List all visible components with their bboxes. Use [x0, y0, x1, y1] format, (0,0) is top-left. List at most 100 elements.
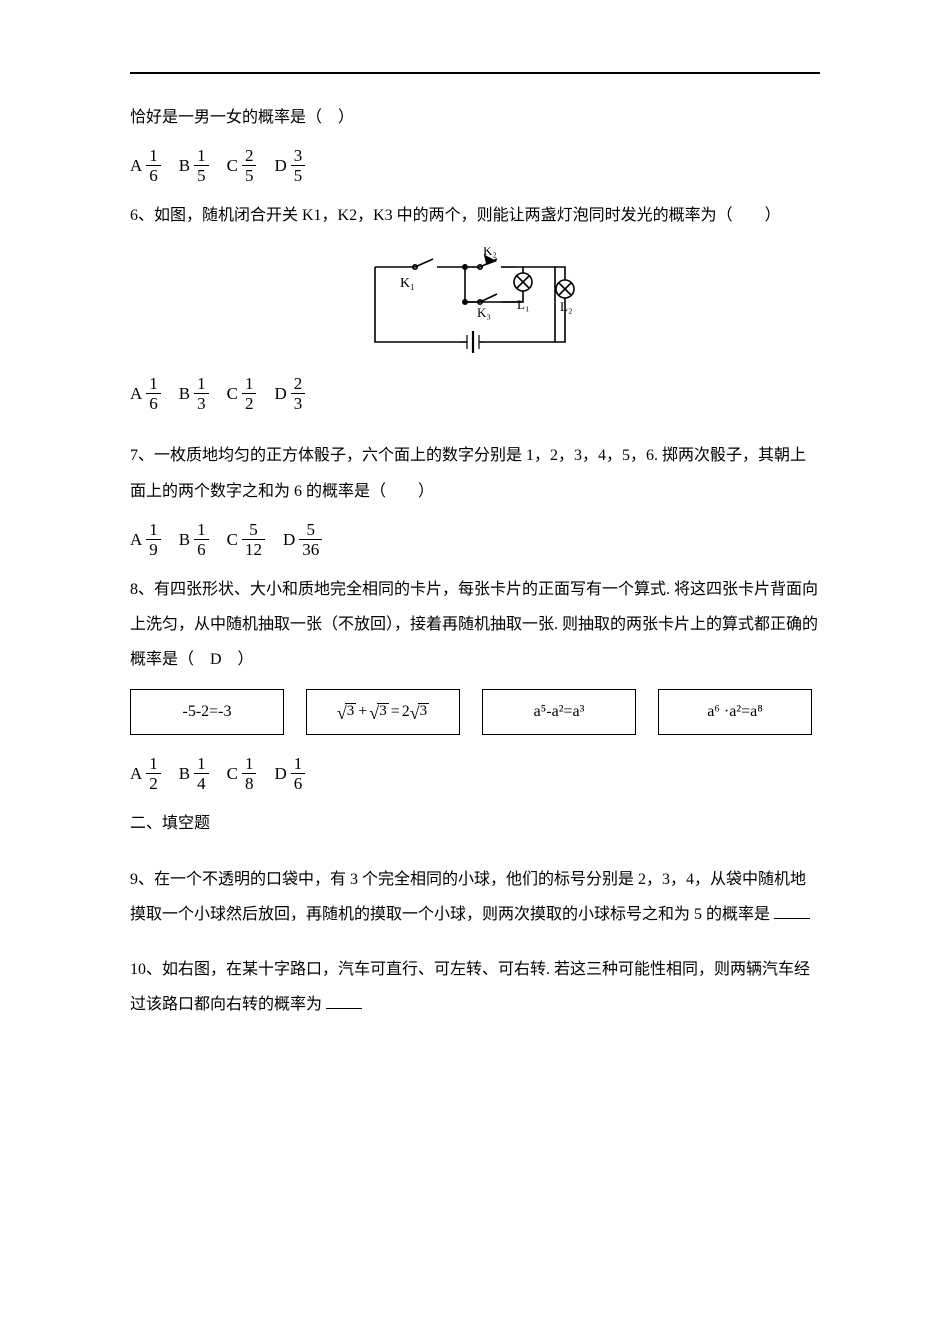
option-label: D — [274, 761, 286, 787]
denominator: 6 — [146, 165, 161, 184]
fraction: 2 3 — [291, 375, 306, 412]
fraction: 5 12 — [242, 521, 265, 558]
denominator: 6 — [291, 773, 306, 792]
card-4: a⁶ ·a²=a⁸ — [658, 689, 812, 735]
q10: 10、如右图，在某十字路口，汽车可直行、可左转、可右转. 若这三种可能性相同，则… — [130, 952, 820, 1022]
q5-option-b: B 1 5 — [179, 147, 209, 184]
option-label: A — [130, 153, 142, 179]
denominator: 8 — [242, 773, 257, 792]
page: 恰好是一男一女的概率是（ ） A 1 6 B 1 5 C 2 — [0, 0, 950, 1344]
numerator: 1 — [291, 755, 306, 773]
q8-options: A 1 2 B 1 4 C 1 8 D — [130, 755, 820, 792]
sqrt-icon: √3 — [410, 703, 429, 721]
option-label: B — [179, 761, 190, 787]
option-label: C — [227, 527, 238, 553]
denominator: 5 — [242, 165, 257, 184]
fraction: 1 6 — [146, 147, 161, 184]
q8-option-c: C 1 8 — [227, 755, 257, 792]
numerator: 3 — [291, 147, 306, 165]
q8-option-a: A 1 2 — [130, 755, 161, 792]
option-label: B — [179, 381, 190, 407]
option-label: A — [130, 761, 142, 787]
fraction: 1 4 — [194, 755, 209, 792]
denominator: 6 — [146, 393, 161, 412]
denominator: 5 — [194, 165, 209, 184]
fraction: 5 36 — [299, 521, 322, 558]
fraction: 1 6 — [146, 375, 161, 412]
denominator: 3 — [194, 393, 209, 412]
option-label: B — [179, 153, 190, 179]
q8-text: 8、有四张形状、大小和质地完全相同的卡片，每张卡片的正面写有一个算式. 将这四张… — [130, 572, 820, 678]
numerator: 1 — [194, 755, 209, 773]
denominator: 2 — [146, 773, 161, 792]
l2-label: L₂ — [560, 299, 572, 314]
card-1: -5-2=-3 — [130, 689, 284, 735]
numerator: 5 — [246, 521, 261, 539]
card-3: a⁵-a²=a³ — [482, 689, 636, 735]
q10-text: 10、如右图，在某十字路口，汽车可直行、可左转、可右转. 若这三种可能性相同，则… — [130, 961, 810, 1013]
q5-option-d: D 3 5 — [274, 147, 305, 184]
k1-label: K₁ — [400, 276, 415, 291]
numerator: 1 — [242, 375, 257, 393]
numerator: 5 — [304, 521, 319, 539]
q7-option-a: A 1 9 — [130, 521, 161, 558]
denominator: 6 — [194, 539, 209, 558]
coeff: 2 — [402, 700, 410, 724]
fraction: 1 3 — [194, 375, 209, 412]
q6-option-c: C 1 2 — [227, 375, 257, 412]
section-2-title: 二、填空题 — [130, 806, 820, 841]
option-label: B — [179, 527, 190, 553]
fraction: 1 8 — [242, 755, 257, 792]
q8-option-b: B 1 4 — [179, 755, 209, 792]
q5-option-c: C 2 5 — [227, 147, 257, 184]
l1-label: L₁ — [517, 297, 529, 312]
content-area: 恰好是一男一女的概率是（ ） A 1 6 B 1 5 C 2 — [130, 100, 820, 1022]
q9: 9、在一个不透明的口袋中，有 3 个完全相同的小球，他们的标号分别是 2，3，4… — [130, 862, 820, 932]
q9-text: 9、在一个不透明的口袋中，有 3 个完全相同的小球，他们的标号分别是 2，3，4… — [130, 871, 806, 923]
fraction: 1 2 — [242, 375, 257, 412]
card-2: √3 + √3 = 2 √3 — [306, 689, 460, 735]
option-label: D — [283, 527, 295, 553]
fraction: 1 6 — [291, 755, 306, 792]
q6-text: 6、如图，随机闭合开关 K1，K2，K3 中的两个，则能让两盏灯泡同时发光的概率… — [130, 198, 820, 233]
k2-label: K₂ — [483, 247, 497, 258]
denominator: 12 — [242, 539, 265, 558]
denominator: 2 — [242, 393, 257, 412]
q7-option-d: D 5 36 — [283, 521, 322, 558]
option-label: D — [274, 153, 286, 179]
denominator: 36 — [299, 539, 322, 558]
top-horizontal-rule — [130, 72, 820, 74]
fraction: 1 2 — [146, 755, 161, 792]
option-label: C — [227, 153, 238, 179]
sqrt-icon: √3 — [337, 703, 356, 721]
fraction: 1 5 — [194, 147, 209, 184]
denominator: 9 — [146, 539, 161, 558]
q5-option-a: A 1 6 — [130, 147, 161, 184]
option-label: D — [274, 381, 286, 407]
q7-text: 7、一枚质地均匀的正方体骰子，六个面上的数字分别是 1，2，3，4，5，6. 掷… — [130, 438, 820, 508]
sqrt-icon: √3 — [369, 703, 388, 721]
option-label: C — [227, 761, 238, 787]
fraction: 3 5 — [291, 147, 306, 184]
q6-option-d: D 2 3 — [274, 375, 305, 412]
q7-option-b: B 1 6 — [179, 521, 209, 558]
q5-options: A 1 6 B 1 5 C 2 5 D — [130, 147, 820, 184]
denominator: 4 — [194, 773, 209, 792]
option-label: C — [227, 381, 238, 407]
q5-tail: 恰好是一男一女的概率是（ ） — [130, 100, 820, 135]
equals: = — [391, 700, 400, 724]
q8-cards: -5-2=-3 √3 + √3 = 2 √3 a⁵-a²=a³ a⁶ ·a²=a… — [130, 689, 820, 735]
denominator: 5 — [291, 165, 306, 184]
blank-underline — [326, 994, 362, 1009]
fraction: 1 6 — [194, 521, 209, 558]
numerator: 1 — [146, 755, 161, 773]
numerator: 1 — [146, 147, 161, 165]
fraction: 2 5 — [242, 147, 257, 184]
numerator: 1 — [194, 375, 209, 393]
numerator: 2 — [242, 147, 257, 165]
numerator: 1 — [242, 755, 257, 773]
numerator: 1 — [194, 521, 209, 539]
option-label: A — [130, 527, 142, 553]
circuit-diagram: K₁ K₂ L₁ — [355, 247, 595, 357]
fraction: 1 9 — [146, 521, 161, 558]
